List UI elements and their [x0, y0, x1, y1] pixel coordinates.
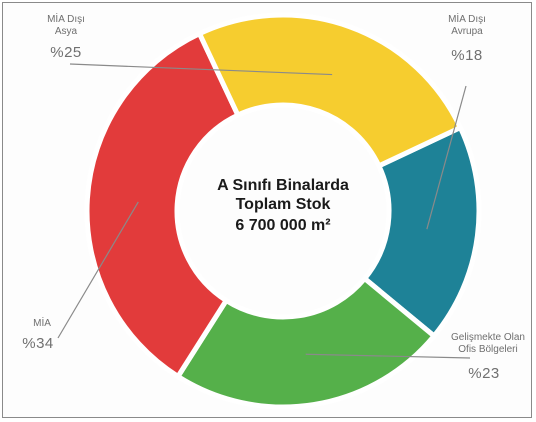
- slice-2: [174, 275, 438, 410]
- slice-3: [84, 30, 242, 380]
- slice-2-label-line-2: Ofis Bölgeleri: [458, 344, 517, 355]
- slice-4-label-line-1: MİA Dışı: [47, 12, 85, 25]
- slice-1-label-line-1: MİA Dışı: [448, 12, 486, 25]
- callout-line-1: [426, 85, 467, 230]
- callout-line-4: [69, 63, 333, 76]
- slice-4-percent-label: %25: [50, 44, 82, 61]
- callout-line-2: [305, 353, 471, 359]
- slice-1-label-line-2: Avrupa: [451, 26, 483, 37]
- slice-1: [361, 124, 482, 340]
- center-text-line-2: Toplam Stok: [236, 196, 331, 213]
- slice-2-label-line-1: Gelişmekte Olan: [451, 332, 525, 343]
- slice-1-percent-label: %18: [451, 47, 483, 64]
- slice-3-label-line-1: MİA: [33, 316, 51, 329]
- center-text-line-1: A Sınıfı Binalarda: [217, 177, 349, 194]
- slice-4: [196, 12, 464, 170]
- callout-line-3: [57, 201, 139, 339]
- slice-4-label-line-2: Asya: [55, 26, 78, 37]
- slice-2-percent-label: %23: [468, 365, 500, 382]
- center-text-line-3: 6 700 000 m²: [235, 217, 330, 234]
- slice-3-percent-label: %34: [22, 335, 54, 352]
